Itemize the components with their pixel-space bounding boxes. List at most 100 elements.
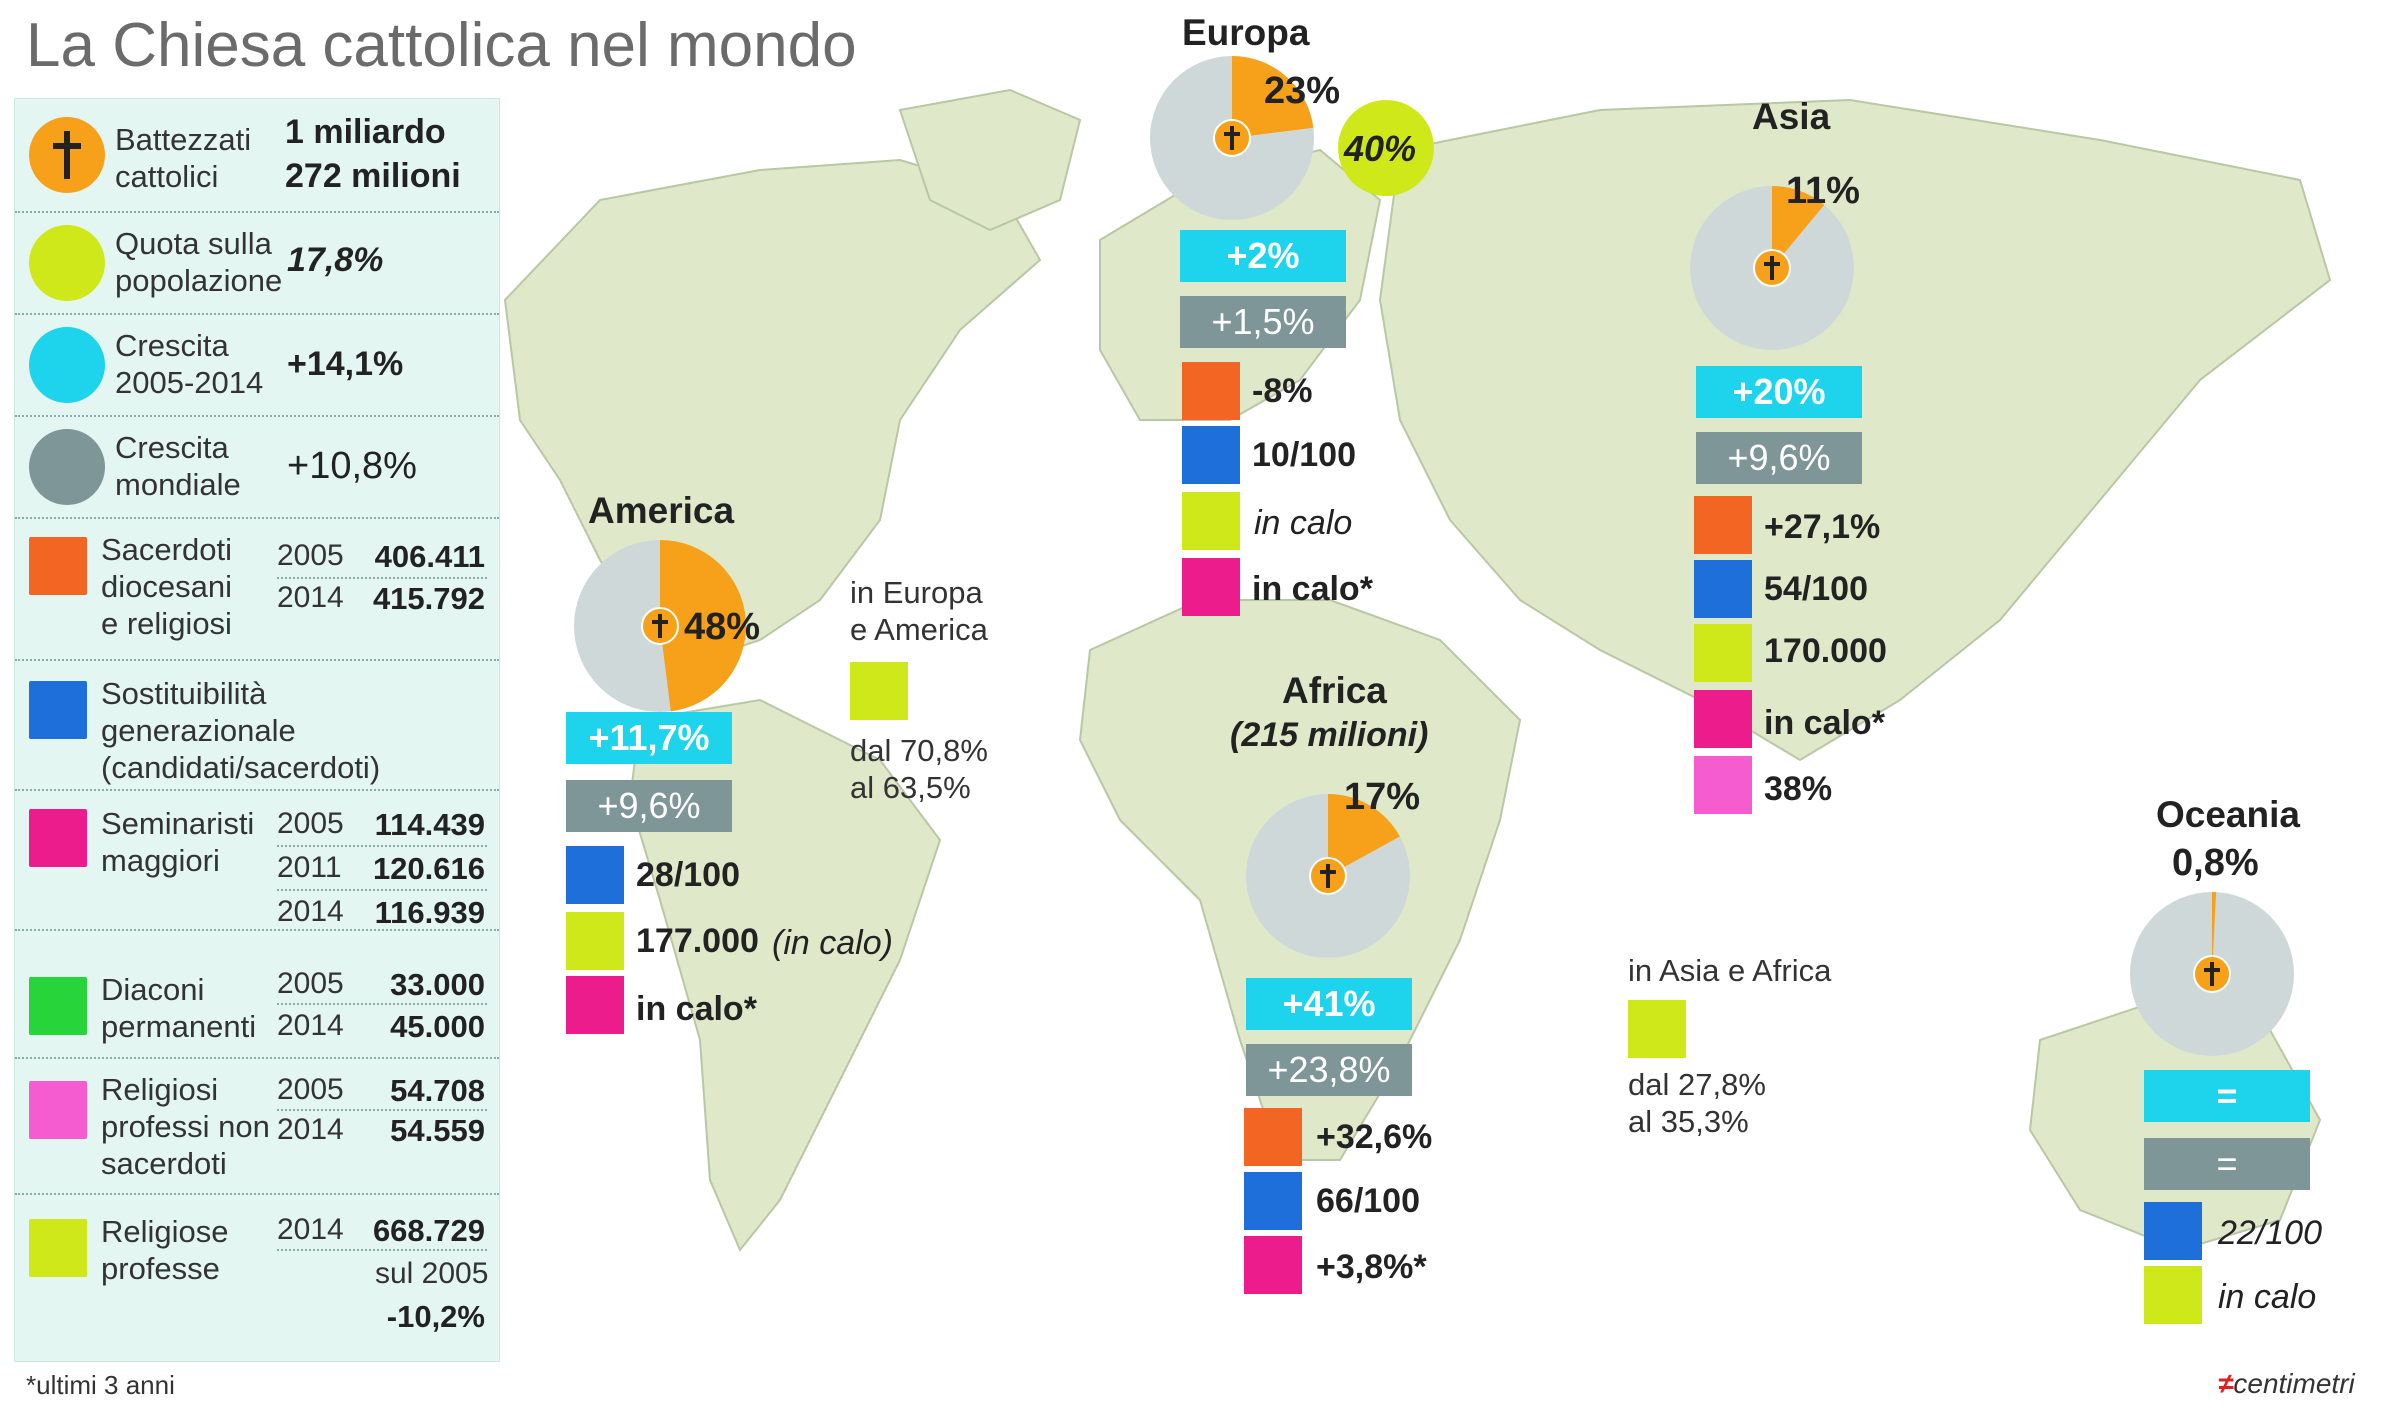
world-growth-value: +10,8% [287, 445, 417, 487]
oceania-candidate-icon [2144, 1202, 2202, 1260]
as-af-nun-icon [1628, 1000, 1686, 1058]
page-title: La Chiesa cattolica nel mondo [26, 11, 857, 80]
dea-year-2: 2014 [277, 1009, 344, 1042]
oceania-replacement: 22/100 [2218, 1214, 2322, 1252]
eu-am-note-text: dal 70,8% al 63,5% [850, 733, 988, 805]
oceania-cross-vertical [2210, 962, 2214, 986]
america-pie-label: 48% [684, 606, 761, 648]
europa-growth-bar: +2% [1180, 230, 1346, 282]
europa-seminarian-icon [1182, 558, 1240, 616]
world-growth-label: Crescita mondiale [115, 430, 241, 502]
america-nun-icon [566, 912, 624, 970]
asia-seminarians: in calo* [1764, 704, 1885, 742]
share-value: 17,8% [287, 241, 384, 279]
america-pie-main-slice [660, 540, 746, 712]
europa-cross-vertical [1230, 126, 1234, 150]
europa-world-bar: +1,5% [1180, 296, 1346, 348]
rel-value-1: 54.708 [390, 1073, 485, 1108]
america-title: America [588, 490, 735, 531]
europa-pie-label: 23% [1264, 70, 1341, 112]
world-growth-circle-icon [29, 429, 105, 505]
growth-label: Crescita 2005-2014 [115, 328, 264, 400]
deacons-label: Diaconi permanenti [101, 972, 257, 1044]
priests-value-1: 406.411 [374, 539, 485, 574]
europa-priests: -8% [1252, 372, 1313, 410]
rel-value-2: 54.559 [390, 1113, 485, 1148]
america-nuns: 177.000 [636, 922, 759, 960]
as-af-note-text: dal 27,8% al 35,3% [1628, 1067, 1766, 1139]
sem-year-1: 2005 [277, 807, 344, 840]
priests-year-1: 2005 [277, 539, 344, 572]
asia-religious: 38% [1764, 770, 1833, 808]
seminarians-label: Seminaristi maggiori [101, 806, 255, 878]
asia-world-bar: +9,6% [1696, 432, 1862, 484]
baptized-value-1: 1 miliardo [285, 113, 446, 151]
dea-value-2: 45.000 [390, 1009, 485, 1044]
africa-world-bar: +23,8% [1246, 1044, 1412, 1096]
sem-value-2: 120.616 [372, 851, 485, 886]
legend-row-share: Quota sulla popolazione 17,8% [15, 213, 499, 315]
nun-icon [29, 1219, 87, 1277]
nun-year-1: 2014 [277, 1213, 344, 1246]
nun-change: -10,2% [386, 1299, 485, 1334]
baptized-value-2: 272 milioni [285, 157, 461, 195]
replacement-label: Sostituibilità generazionale (candidati/… [101, 676, 381, 785]
baptized-label: Battezzati cattolici [115, 122, 252, 194]
growth-value: +14,1% [287, 345, 404, 383]
asia-nun-icon [1694, 624, 1752, 682]
asia-seminarian-icon [1694, 690, 1752, 748]
asia-pie-label: 11% [1786, 170, 1860, 212]
africa-growth-bar: +41% [1246, 978, 1412, 1030]
legend-row-baptized: Battezzati cattolici 1 miliardo 272 mili… [15, 99, 499, 213]
deacon-icon [29, 977, 87, 1035]
share-circle-icon [29, 225, 105, 301]
legend-panel: Battezzati cattolici 1 miliardo 272 mili… [14, 98, 500, 1362]
europa-priest-icon [1182, 362, 1240, 420]
america-seminarians: in calo* [636, 990, 757, 1028]
footnote: *ultimi 3 anni [26, 1370, 175, 1400]
africa-title: Africa [1282, 670, 1387, 711]
priests-value-2: 415.792 [372, 581, 485, 616]
america-cross-vertical [658, 614, 662, 638]
africa-priest-icon [1244, 1108, 1302, 1166]
asia-cross-horizontal [1764, 262, 1780, 266]
religious-icon [29, 1081, 87, 1139]
legend-row-growth: Crescita 2005-2014 +14,1% [15, 315, 499, 417]
america-cross-horizontal [652, 620, 668, 624]
europa-nuns: in calo [1254, 504, 1353, 542]
religious-label: Religiosi professi non sacerdoti [101, 1072, 270, 1181]
as-af-note-title: in Asia e Africa [1628, 953, 1832, 988]
america-replacement: 28/100 [636, 856, 740, 894]
dea-year-1: 2005 [277, 967, 344, 1000]
africa-candidate-icon [1244, 1172, 1302, 1230]
legend-row-religious: Religiosi professi non sacerdoti 2005 54… [15, 1059, 499, 1195]
asia-priest-icon [1694, 496, 1752, 554]
africa-replacement: 66/100 [1316, 1182, 1420, 1220]
legend-row-seminarians: Seminaristi maggiori 2005 114.439 2011 1… [15, 791, 499, 931]
europa-nun-icon [1182, 492, 1240, 550]
cross-icon [29, 117, 105, 193]
oceania-nun-icon [2144, 1266, 2202, 1324]
legend-row-priests: Sacerdoti diocesani e religiosi 2005 406… [15, 519, 499, 661]
america-nuns-note: (in calo) [772, 924, 893, 962]
europa-share: 40% [1344, 128, 1417, 169]
america-world-bar: +9,6% [566, 780, 732, 832]
sem-year-3: 2014 [277, 895, 344, 928]
europa-seminarians: in calo* [1252, 570, 1373, 608]
north-america-shape [503, 158, 1042, 662]
south-america-shape [628, 698, 942, 1252]
seminarian-icon [29, 809, 87, 867]
africa-pie-label: 17% [1344, 776, 1421, 818]
oceania-pie-label: 0,8% [2172, 842, 2259, 884]
share-label: Quota sulla popolazione [115, 226, 283, 298]
legend-row-deacons: Diaconi permanenti 2005 33.000 2014 45.0… [15, 961, 499, 1059]
asia-religious-icon [1694, 756, 1752, 814]
africa-seminarians: +3,8%* [1316, 1248, 1427, 1286]
africa-subtitle: (215 milioni) [1230, 716, 1429, 754]
europa-replacement: 10/100 [1252, 436, 1356, 474]
africa-cross-vertical [1326, 864, 1330, 888]
america-candidate-icon [566, 846, 624, 904]
africa-seminarian-icon [1244, 1236, 1302, 1294]
oceania-pie-main-slice [2212, 891, 2217, 974]
